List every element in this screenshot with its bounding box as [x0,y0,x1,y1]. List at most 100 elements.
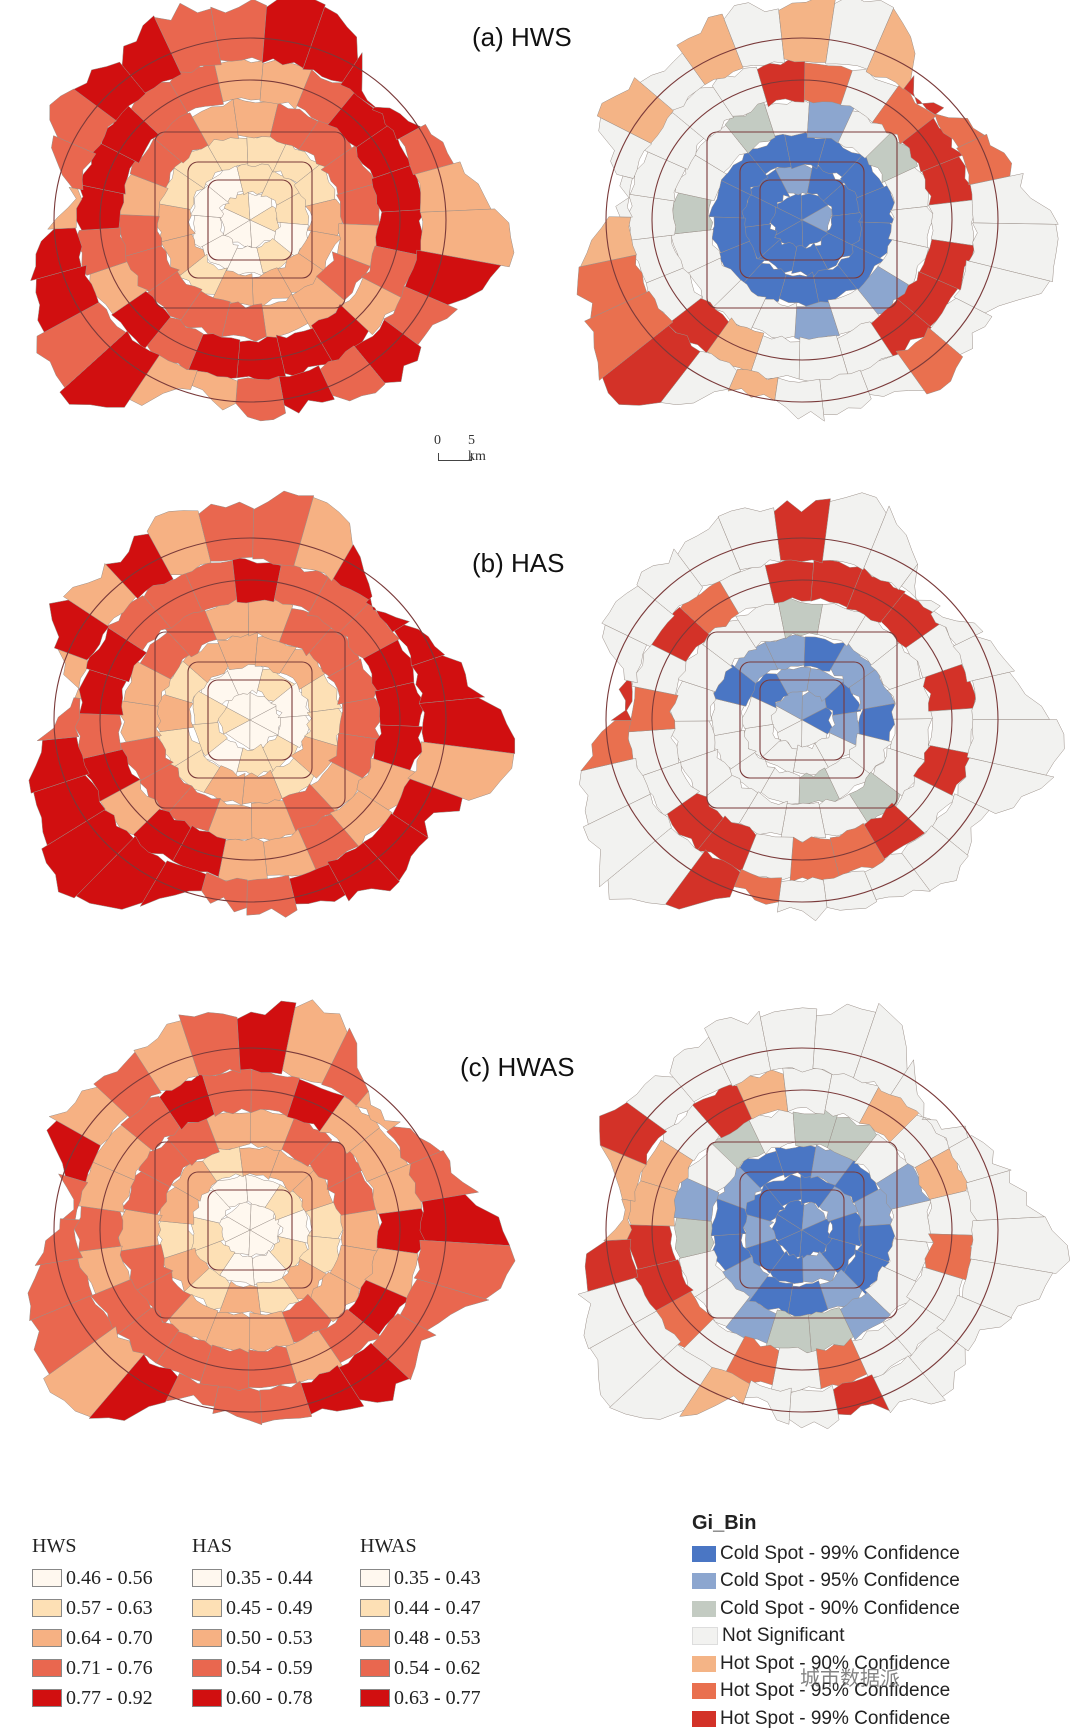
district-polygon [777,597,823,640]
district-polygon [302,6,358,83]
district-polygon [638,761,701,817]
ring-road [53,37,447,403]
ring-road [605,37,999,403]
legend-hws-row: 0.57 - 0.63 [32,1593,202,1623]
district-polygon [84,627,147,683]
legend-has-row: 0.60 - 0.78 [192,1683,362,1713]
hws-hotspot-map [576,0,1059,422]
ring-road [207,679,293,761]
district-polygon [793,742,832,776]
legend-has: HAS 0.35 - 0.44 0.45 - 0.49 0.50 - 0.53 … [192,1535,362,1713]
district-polygon [235,375,286,422]
ring-road [651,1089,953,1371]
district-polygon [47,186,83,230]
ring-road [706,1141,898,1319]
district-polygon [707,730,757,769]
ring-road [605,537,999,903]
district-polygon [232,96,279,139]
district-polygon [599,1102,668,1166]
gi-bin-label: Not Significant [722,1625,845,1647]
gi-bin-title: Gi_Bin [692,1512,757,1534]
swatch [692,1655,716,1672]
legend-range: 0.44 - 0.47 [394,1596,481,1619]
district-polygon [596,77,674,144]
ring-road [53,537,447,903]
district-polygon [33,774,106,846]
district-polygon [73,61,146,121]
swatch [32,1599,62,1617]
district-polygon [411,655,486,704]
district-polygon [191,98,239,147]
district-polygon [93,1051,162,1119]
swatch [192,1689,222,1707]
district-polygon [259,1380,313,1424]
district-polygon [365,597,411,633]
ring-road [187,661,313,779]
legend-hwas-row: 0.35 - 0.43 [360,1563,530,1593]
district-polygon [724,102,776,154]
district-polygon [57,1173,89,1220]
ring-road [605,1047,999,1413]
district-polygon [73,1205,124,1252]
district-polygon [105,533,174,600]
district-polygon [817,603,869,647]
district-polygon [88,1353,179,1421]
gi-bin-row: Cold Spot - 90% Confidence [692,1595,960,1623]
ring-road [759,179,845,261]
district-polygon [806,668,846,702]
has-polygons [28,490,516,918]
gi-bin-label: Hot Spot - 90% Confidence [720,1652,951,1674]
swatch [692,1710,716,1727]
legend-has-row: 0.50 - 0.53 [192,1623,362,1653]
district-polygon [723,2,785,68]
legend-hws-row: 0.64 - 0.70 [32,1623,202,1653]
district-polygon [739,1214,777,1249]
district-polygon [930,610,984,646]
watermark-text: 城市数据派 [800,1666,900,1690]
ring-roads [605,37,999,403]
swatch [192,1599,222,1617]
district-polygon [90,1278,152,1336]
gi-bin-label: Cold Spot - 95% Confidence [720,1570,960,1592]
district-polygon [59,330,160,408]
district-polygon [398,123,454,176]
district-polygon [154,2,222,73]
district-polygon [74,227,127,276]
ring-road [187,161,313,279]
legend-hwas-row: 0.48 - 0.53 [360,1623,530,1653]
scale-bar: 0 5 km [434,433,494,464]
ring-road [99,579,401,861]
legend-hws-title: HWS [32,1535,77,1557]
swatch [692,1627,718,1646]
ring-road [99,1089,401,1371]
district-polygon [901,825,969,892]
district-polygon [218,1280,262,1317]
district-polygon [214,56,264,103]
district-polygon [739,791,788,835]
district-polygon [49,88,117,153]
district-polygon [834,1159,879,1204]
district-polygon [281,1116,333,1167]
swatch [692,1573,716,1590]
gi-bin-row: Cold Spot - 99% Confidence [692,1540,960,1568]
district-polygon [371,163,424,213]
district-polygon [371,106,422,141]
swatch [32,1689,62,1707]
district-polygon [57,648,88,699]
district-polygon [865,7,916,90]
district-polygon [236,743,275,779]
ring-road [154,1141,346,1319]
district-polygon [863,505,918,591]
district-polygon [43,1326,145,1418]
gi-bin-label: Cold Spot - 90% Confidence [720,1597,960,1619]
swatch [360,1629,390,1647]
district-polygon [293,161,336,207]
swatch [32,1659,62,1677]
district-polygon [393,624,446,667]
district-polygon [685,1141,737,1192]
district-polygon [717,148,769,196]
swatch [32,1569,62,1587]
gi-bin-row: Hot Spot - 95% Confidence [692,1678,960,1706]
district-polygon [636,548,704,615]
district-polygon [733,868,782,905]
